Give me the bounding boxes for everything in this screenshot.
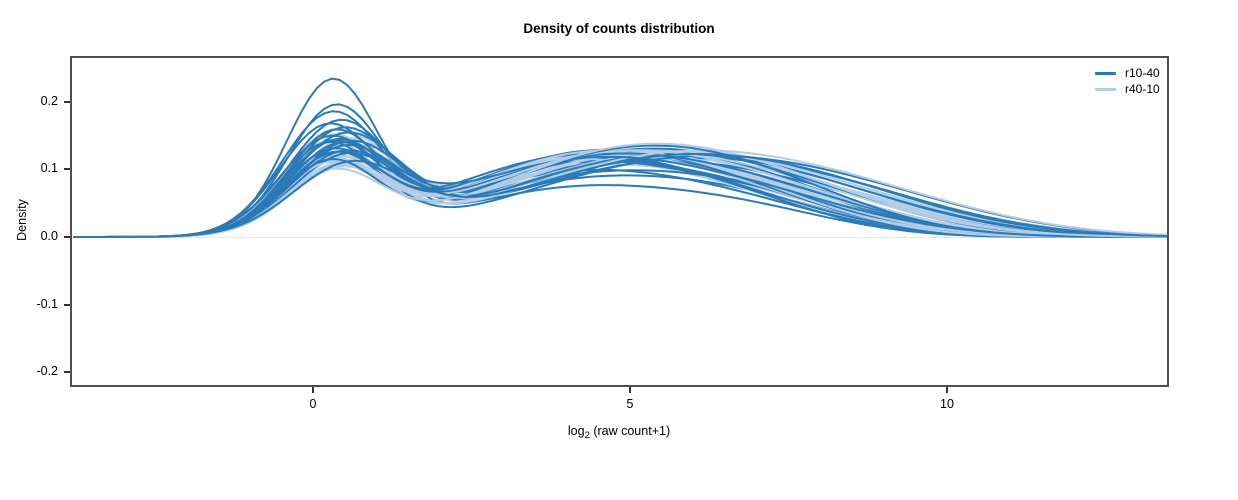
density-curve [73, 153, 1167, 238]
x-tick-mark [311, 387, 314, 393]
density-curve [73, 149, 1167, 238]
x-tick-mark [628, 387, 631, 393]
y-tick-label: -0.1 [36, 296, 58, 311]
legend-entry: r40-10 [1095, 82, 1160, 97]
y-tick-mark [64, 371, 70, 374]
y-tick-label: -0.2 [36, 364, 58, 379]
y-axis-title: Density [15, 199, 29, 241]
zero-baseline [72, 237, 1167, 238]
chart-title: Density of counts distribution [523, 21, 715, 36]
legend: r10-40 r40-10 [1095, 66, 1160, 97]
x-tick-label: 10 [940, 397, 954, 411]
y-tick-label: 0.1 [40, 161, 58, 176]
plot-area [73, 77, 1167, 238]
x-axis-title-suffix: (raw count+1) [589, 424, 671, 438]
y-tick-label: 0.0 [40, 229, 58, 244]
legend-label: r40-10 [1125, 82, 1160, 96]
x-tick-label: 5 [626, 397, 634, 411]
plot-border-box [70, 56, 1169, 387]
y-tick-mark [64, 236, 70, 239]
x-tick-mark [945, 387, 948, 393]
x-axis-title: log2 (raw count+1) [0, 424, 1238, 441]
x-tick-label: 0 [309, 397, 317, 411]
x-axis-title-prefix: log [567, 424, 585, 438]
legend-label: r10-40 [1125, 66, 1160, 80]
legend-line-swatch [1095, 88, 1116, 91]
y-tick-mark [64, 303, 70, 306]
legend-line-swatch [1095, 72, 1116, 75]
y-tick-label: 0.2 [40, 93, 58, 108]
density-curve [73, 144, 1167, 238]
legend-entry: r10-40 [1095, 66, 1160, 81]
y-tick-mark [64, 168, 70, 171]
x-axis-title-subscript: 2 [584, 430, 590, 441]
y-tick-mark [64, 100, 70, 103]
